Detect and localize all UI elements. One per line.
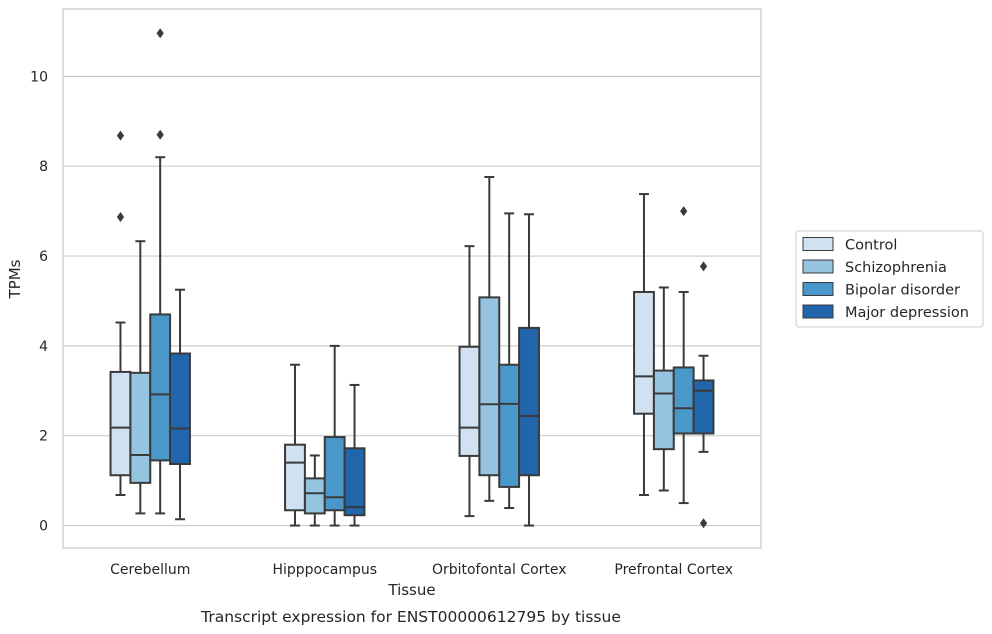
box	[692, 379, 715, 435]
outlier-marker	[699, 518, 708, 529]
box-group	[343, 383, 366, 527]
figure-caption: Transcript expression for ENST0000061279…	[200, 608, 621, 626]
plot-area-frame	[62, 8, 762, 549]
box	[518, 326, 540, 477]
plot-area-background	[63, 9, 761, 548]
legend-frame	[795, 230, 984, 328]
box-group	[633, 193, 655, 496]
box	[652, 369, 675, 451]
outlier-marker	[699, 261, 708, 272]
legend-swatch	[802, 282, 834, 296]
box	[633, 290, 655, 415]
legend-label: Bipolar disorder	[845, 283, 960, 299]
outlier-marker	[680, 206, 688, 217]
x-tick-label: Prefrontal Cortex	[614, 562, 733, 578]
boxes-layer	[109, 28, 715, 529]
box	[478, 296, 501, 477]
y-tick-label: 10	[30, 69, 48, 85]
outlier-marker	[116, 130, 125, 141]
x-tick-label: Orbitofontal Cortex	[432, 562, 567, 578]
box	[672, 366, 695, 435]
legend-label: Control	[845, 238, 897, 254]
x-axis-label: Tissue	[387, 581, 435, 599]
outlier-marker	[116, 211, 125, 222]
legend-label: Schizophrenia	[845, 260, 947, 276]
box	[458, 345, 481, 457]
box	[109, 370, 132, 477]
box-group	[323, 344, 346, 527]
box-group	[109, 130, 132, 496]
y-tick-labels: 0 2 4 6 8 10	[30, 69, 48, 534]
box-group	[518, 213, 540, 527]
box-group	[303, 454, 326, 527]
outlier-marker	[156, 129, 164, 140]
y-tick-label: 2	[39, 429, 48, 445]
y-axis-label: TPMs	[6, 259, 24, 299]
y-tick-label: 0	[39, 519, 48, 535]
box	[284, 443, 306, 512]
box-group	[478, 175, 501, 502]
box-group	[692, 261, 715, 529]
box-group	[498, 212, 521, 510]
box	[498, 363, 521, 488]
x-tick-label: Hipppocampus	[272, 562, 377, 578]
box	[129, 371, 152, 484]
legend-swatch	[802, 304, 834, 319]
box	[169, 352, 191, 466]
x-tick-label: Cerebellum	[110, 562, 190, 578]
legend-swatch	[802, 237, 834, 251]
x-tick-labels: Cerebellum Hipppocampus Orbitofontal Corte…	[110, 562, 733, 578]
legend: Control Schizophrenia Bipolar disorder Majo…	[795, 230, 984, 328]
box-group	[672, 206, 695, 505]
box	[149, 313, 172, 462]
y-tick-label: 6	[39, 249, 48, 265]
outlier-marker	[156, 28, 164, 39]
box-group	[169, 288, 191, 521]
legend-swatch	[802, 259, 834, 274]
box-group	[284, 363, 306, 527]
legend-label: Major depression	[845, 305, 969, 321]
y-tick-label: 4	[39, 339, 48, 355]
box	[323, 436, 346, 512]
y-tick-label: 8	[39, 159, 48, 175]
box	[343, 447, 366, 517]
box	[303, 477, 326, 515]
